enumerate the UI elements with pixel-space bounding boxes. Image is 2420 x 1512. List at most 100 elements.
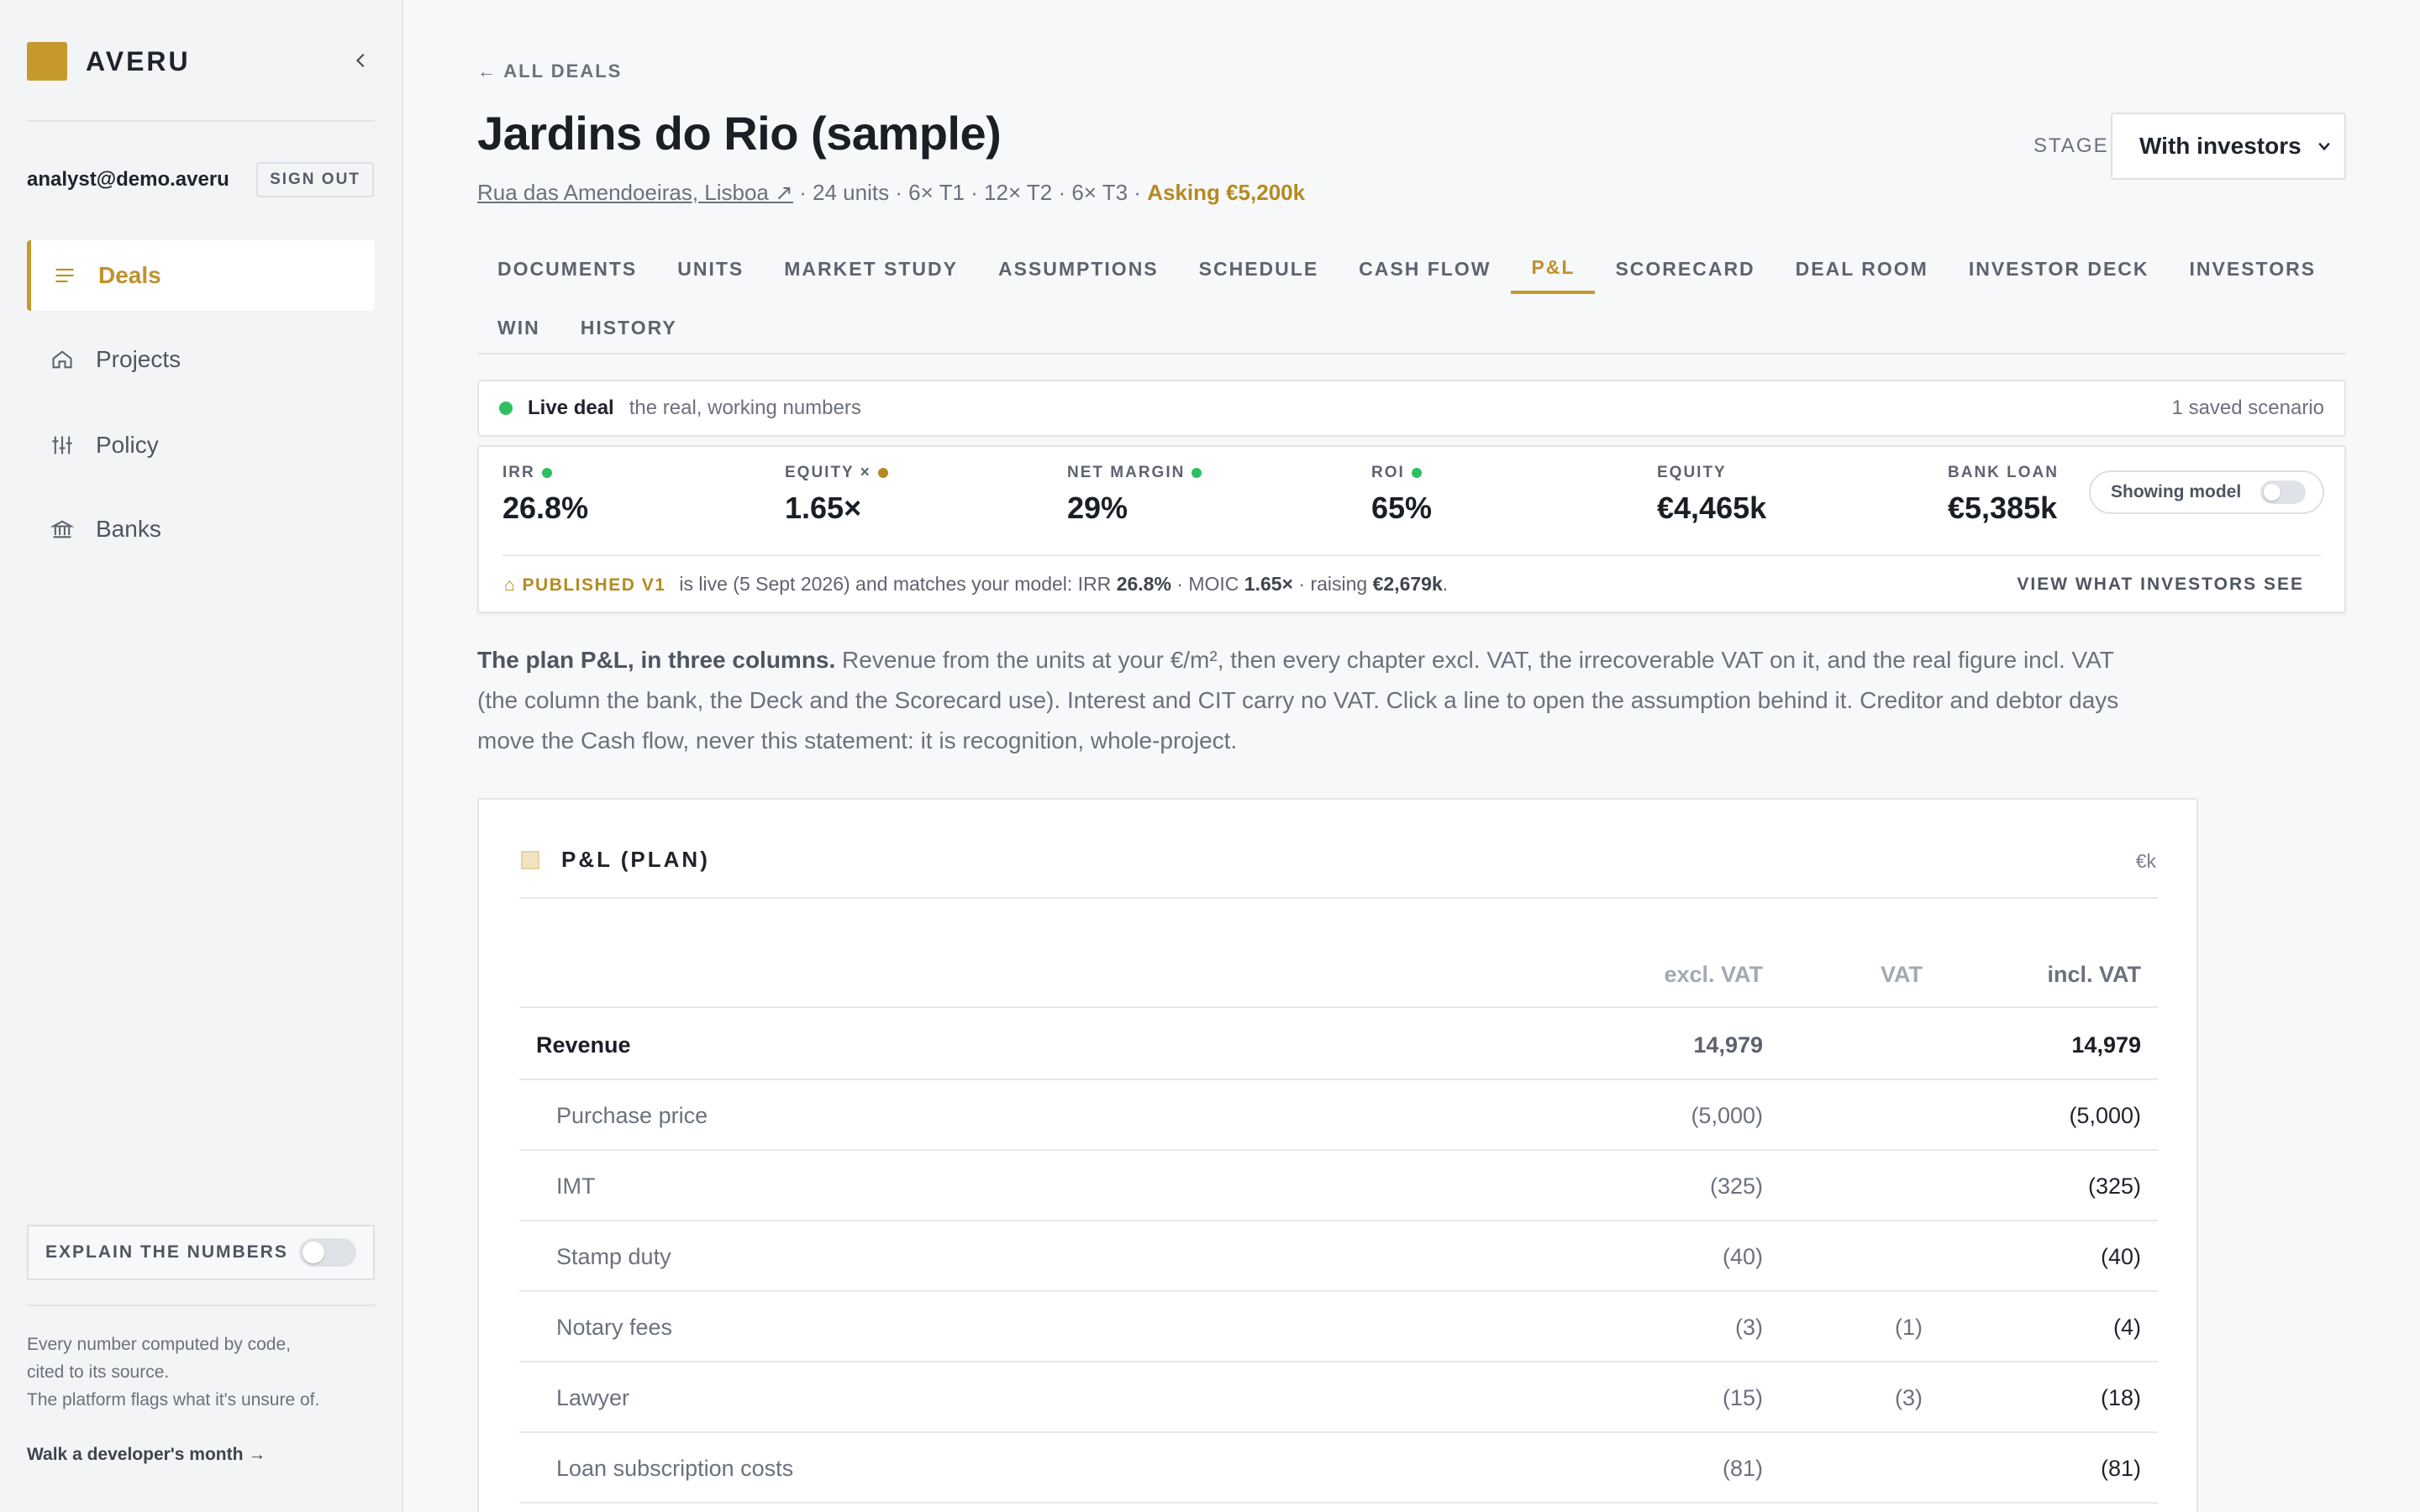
table-row[interactable]: Loan subscription costs (81) (81)	[519, 1433, 2158, 1504]
bank-icon	[49, 516, 76, 543]
brand[interactable]: AVERU	[27, 42, 191, 81]
table-row[interactable]: Revenue 14,979 14,979	[519, 1010, 2158, 1080]
metric-equity: EQUITY €4,465k	[1657, 464, 1766, 526]
chevron-left-icon[interactable]	[345, 44, 378, 77]
row-excl: (5,000)	[1691, 1102, 1763, 1128]
status-dot	[1411, 468, 1422, 478]
sign-out-button[interactable]: SIGN OUT	[256, 162, 374, 197]
published-moic: 1.65×	[1244, 573, 1293, 595]
explanation-body: Revenue from the units at your €/m², the…	[477, 647, 2119, 753]
live-status: Live deal	[528, 396, 614, 419]
tab-bar: DOCUMENTS UNITS MARKET STUDY ASSUMPTIONS…	[477, 244, 2336, 294]
metric-irr: IRR 26.8%	[502, 464, 588, 526]
showing-model-toggle[interactable]: Showing model	[2089, 470, 2324, 514]
tab-scorecard[interactable]: SCORECARD	[1615, 257, 1755, 280]
metric-value: €4,465k	[1657, 491, 1767, 525]
stage-select[interactable]: With investors	[2111, 113, 2346, 180]
sliders-icon	[49, 432, 76, 459]
pnl-unit: €k	[2135, 850, 2156, 872]
published-text: · raising	[1293, 573, 1373, 595]
metric-value: 65%	[1371, 491, 1433, 525]
deal-subline: Rua das Amendoeiras, Lisboa ↗ · 24 units…	[477, 180, 1305, 206]
metric-net-margin: NET MARGIN 29%	[1067, 464, 1202, 526]
row-excl: (40)	[1722, 1243, 1763, 1269]
table-row[interactable]: Purchase price (5,000) (5,000)	[519, 1080, 2158, 1151]
metric-label: IRR	[502, 464, 535, 481]
row-excl: (81)	[1722, 1455, 1763, 1481]
published-irr: 26.8%	[1116, 573, 1171, 595]
table-row[interactable]: IMT (325) (325)	[519, 1151, 2158, 1221]
walk-month-link[interactable]: Walk a developer's month →	[27, 1445, 266, 1464]
footer-note-3: The platform flags what it's unsure of.	[27, 1390, 320, 1410]
sidebar-item-deals[interactable]: Deals	[27, 240, 375, 311]
tab-deal-room[interactable]: DEAL ROOM	[1795, 257, 1928, 280]
metrics-divider	[502, 554, 2321, 556]
published-text: is live (5 Sept 2026) and matches your m…	[679, 573, 1117, 595]
footer-note-2: cited to its source.	[27, 1362, 170, 1382]
sidebar-item-banks[interactable]: Banks	[27, 494, 375, 564]
tab-assumptions[interactable]: ASSUMPTIONS	[997, 257, 1159, 280]
live-deal-bar[interactable]: Live deal the real, working numbers 1 sa…	[477, 380, 2346, 437]
tab-win[interactable]: WIN	[497, 316, 540, 339]
row-incl: (81)	[2100, 1455, 2141, 1481]
showing-model-label: Showing model	[2111, 482, 2242, 501]
explain-switch[interactable]	[299, 1238, 356, 1267]
deal-meta: · 24 units · 6× T1 · 12× T2 · 6× T3 ·	[792, 180, 1148, 205]
metric-value: 1.65×	[785, 491, 862, 525]
tab-cash-flow[interactable]: CASH FLOW	[1359, 257, 1491, 280]
tab-documents[interactable]: DOCUMENTS	[497, 257, 638, 280]
pnl-card: P&L (PLAN) €k excl. VAT VAT incl. VAT Re…	[477, 798, 2198, 1512]
table-row[interactable]: Notary fees (3) (1) (4)	[519, 1292, 2158, 1362]
saved-scenarios[interactable]: 1 saved scenario	[2171, 396, 2324, 419]
metric-label: EQUITY	[1657, 464, 1727, 481]
tab-history[interactable]: HISTORY	[580, 316, 677, 339]
tab-pnl[interactable]: P&L	[1511, 244, 1596, 294]
metric-equity-multiple: EQUITY × 1.65×	[785, 464, 888, 526]
metric-value: 26.8%	[502, 491, 589, 525]
sidebar-item-policy[interactable]: Policy	[27, 410, 375, 480]
sidebar-item-projects[interactable]: Projects	[27, 324, 375, 395]
tab-units[interactable]: UNITS	[677, 257, 744, 280]
sidebar: AVERU analyst@demo.averu SIGN OUT Deals …	[0, 0, 403, 1512]
metric-roi: ROI 65%	[1371, 464, 1432, 526]
published-notice: ⌂ PUBLISHED V1 is live (5 Sept 2026) and …	[504, 573, 1448, 596]
sidebar-item-label: Policy	[96, 432, 159, 458]
all-deals-link[interactable]: ← ALL DEALS	[477, 60, 623, 81]
metric-label: NET MARGIN	[1067, 464, 1186, 481]
address-link[interactable]: Rua das Amendoeiras, Lisboa ↗	[477, 180, 793, 205]
row-excl: (3)	[1735, 1314, 1763, 1340]
tab-bar-row2: WIN HISTORY	[477, 302, 697, 353]
status-dot	[541, 468, 552, 478]
stage-label: STAGE	[2033, 134, 2109, 157]
col-vat: VAT	[1881, 961, 1923, 987]
table-row[interactable]: Lawyer (15) (3) (18)	[519, 1362, 2158, 1433]
user-email: analyst@demo.averu	[27, 168, 229, 191]
row-incl: (325)	[2087, 1173, 2141, 1199]
tab-investors[interactable]: INVESTORS	[2189, 257, 2317, 280]
row-label: Purchase price	[556, 1102, 708, 1128]
row-excl: (15)	[1722, 1384, 1763, 1410]
pnl-divider	[519, 897, 2158, 899]
live-status-dot	[499, 402, 513, 415]
view-investors-link[interactable]: VIEW WHAT INVESTORS SEE	[2017, 575, 2304, 594]
list-icon	[51, 262, 78, 289]
row-excl: (325)	[1709, 1173, 1763, 1199]
brand-name: AVERU	[86, 45, 191, 76]
row-incl: (5,000)	[2069, 1102, 2141, 1128]
pnl-explanation: The plan P&L, in three columns. Revenue …	[477, 640, 2133, 761]
explain-numbers-toggle[interactable]: EXPLAIN THE NUMBERS	[27, 1225, 375, 1280]
home-icon	[49, 346, 76, 373]
asking-price: Asking €5,200k	[1147, 180, 1306, 205]
stage-value: With investors	[2139, 133, 2302, 159]
tab-investor-deck[interactable]: INVESTOR DECK	[1968, 257, 2149, 280]
showing-model-switch[interactable]	[2260, 480, 2306, 504]
metric-bank-loan: BANK LOAN €5,385k	[1948, 464, 2059, 526]
tab-market-study[interactable]: MARKET STUDY	[784, 257, 958, 280]
sidebar-divider	[27, 120, 375, 122]
pnl-card-header: P&L (PLAN)	[521, 847, 710, 873]
table-row[interactable]: Stamp duty (40) (40)	[519, 1221, 2158, 1292]
metric-label: EQUITY ×	[785, 464, 871, 481]
sidebar-item-label: Deals	[98, 262, 161, 288]
tab-schedule[interactable]: SCHEDULE	[1198, 257, 1319, 280]
metric-value: €5,385k	[1948, 491, 2058, 525]
